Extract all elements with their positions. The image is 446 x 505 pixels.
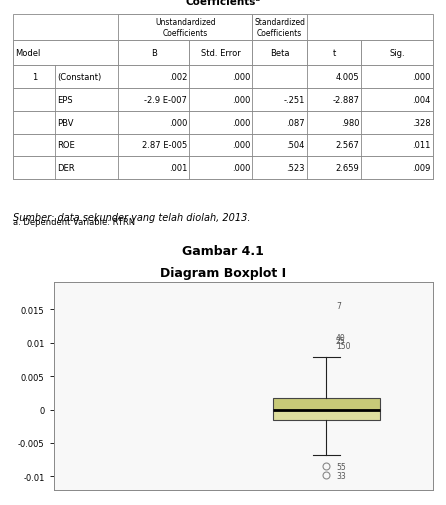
Text: B: B [151, 49, 157, 58]
Text: 7: 7 [336, 301, 341, 311]
Text: 2.87 E-005: 2.87 E-005 [142, 141, 187, 150]
Text: Std. Error: Std. Error [201, 49, 241, 58]
Text: Sig.: Sig. [389, 49, 405, 58]
Bar [13, 89, 433, 112]
Text: .000: .000 [169, 119, 187, 127]
Text: .001: .001 [169, 164, 187, 173]
Bar [13, 112, 433, 134]
Bar [273, 411, 380, 420]
Text: 25: 25 [336, 337, 346, 346]
Text: DER: DER [58, 164, 75, 173]
Text: .000: .000 [232, 96, 250, 105]
Text: .011: .011 [412, 141, 430, 150]
Text: 40: 40 [336, 333, 346, 342]
Bar [273, 398, 380, 411]
Text: Diagram Boxplot I: Diagram Boxplot I [160, 267, 286, 280]
Bar [13, 15, 433, 180]
Bar [13, 66, 433, 89]
Text: t: t [332, 49, 336, 58]
Text: 4.005: 4.005 [336, 73, 359, 82]
Text: Model: Model [16, 49, 41, 58]
Text: .000: .000 [232, 141, 250, 150]
Text: .328: .328 [412, 119, 430, 127]
Text: -2.9 E-007: -2.9 E-007 [145, 96, 187, 105]
Text: ROE: ROE [58, 141, 75, 150]
Bar [118, 41, 190, 66]
Text: EPS: EPS [58, 96, 73, 105]
Text: Beta: Beta [270, 49, 289, 58]
Text: Gambar 4.1: Gambar 4.1 [182, 244, 264, 257]
Bar [13, 41, 433, 66]
Text: .523: .523 [286, 164, 305, 173]
Text: .000: .000 [232, 164, 250, 173]
Text: .980: .980 [341, 119, 359, 127]
Text: .000: .000 [412, 73, 430, 82]
Bar [118, 15, 252, 41]
Text: a. Dependent Variable: RTRN: a. Dependent Variable: RTRN [13, 218, 136, 227]
Text: (Constant): (Constant) [58, 73, 102, 82]
Text: -2.887: -2.887 [332, 96, 359, 105]
Bar [13, 41, 118, 66]
Bar [252, 15, 307, 41]
Text: Standardized
Coefficients: Standardized Coefficients [254, 18, 305, 38]
Text: PBV: PBV [58, 119, 74, 127]
Text: 150: 150 [336, 342, 351, 351]
Bar [307, 41, 361, 66]
Text: .504: .504 [286, 141, 305, 150]
Text: 55: 55 [336, 462, 346, 471]
Text: 1: 1 [32, 73, 37, 82]
Text: Sumber: data sekunder yang telah diolah, 2013.: Sumber: data sekunder yang telah diolah,… [13, 213, 251, 223]
Bar [13, 157, 433, 180]
Text: 2.567: 2.567 [335, 141, 359, 150]
Text: -.251: -.251 [283, 96, 305, 105]
Text: .000: .000 [232, 73, 250, 82]
Bar [252, 41, 307, 66]
Text: .004: .004 [412, 96, 430, 105]
Text: 33: 33 [336, 471, 346, 480]
Text: .009: .009 [412, 164, 430, 173]
Text: .000: .000 [232, 119, 250, 127]
Bar [13, 134, 433, 157]
Text: Unstandardized
Coefficients: Unstandardized Coefficients [155, 18, 215, 38]
Text: Coefficientsᵃ: Coefficientsᵃ [186, 0, 260, 7]
Text: .087: .087 [286, 119, 305, 127]
Bar [190, 41, 252, 66]
Text: .002: .002 [169, 73, 187, 82]
Text: 2.659: 2.659 [335, 164, 359, 173]
Bar [361, 41, 433, 66]
